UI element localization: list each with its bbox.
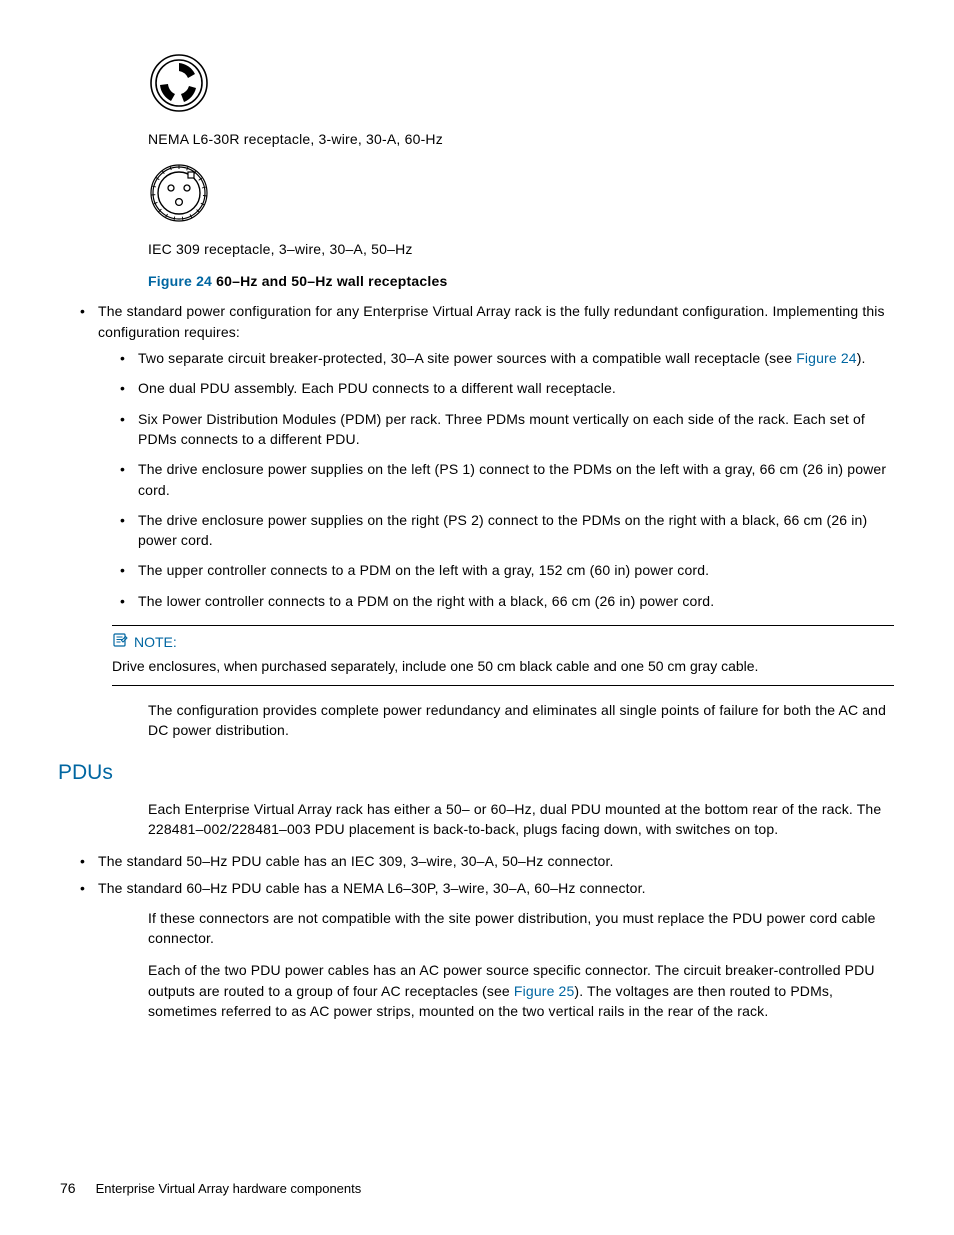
- nema-l6-30r-receptacle-icon: [148, 52, 210, 114]
- note-body: Drive enclosures, when purchased separat…: [112, 656, 894, 676]
- list-item: Six Power Distribution Modules (PDM) per…: [120, 409, 894, 450]
- document-page: NEMA L6-30R receptacle, 3-wire, 30-A, 60…: [0, 0, 954, 1235]
- list-item-text-post: ).: [857, 350, 866, 366]
- iec-caption: IEC 309 receptacle, 3–wire, 30–A, 50–Hz: [148, 239, 894, 259]
- note-block: NOTE: Drive enclosures, when purchased s…: [112, 625, 894, 686]
- list-item: One dual PDU assembly. Each PDU connects…: [120, 378, 894, 398]
- list-item-text: The standard 60–Hz PDU cable has a NEMA …: [98, 880, 646, 896]
- page-number: 76: [60, 1178, 76, 1198]
- note-header: NOTE:: [112, 632, 894, 652]
- figure-24-title: Figure 24 60–Hz and 50–Hz wall receptacl…: [148, 271, 894, 291]
- iec-309-receptacle-icon: [148, 162, 210, 224]
- list-item: The drive enclosure power supplies on th…: [120, 459, 894, 500]
- note-icon: [112, 632, 128, 652]
- list-item-text: The lower controller connects to a PDM o…: [138, 593, 714, 609]
- list-item: The drive enclosure power supplies on th…: [120, 510, 894, 551]
- nema-caption: NEMA L6-30R receptacle, 3-wire, 30-A, 60…: [148, 129, 894, 149]
- pdus-para-1: Each Enterprise Virtual Array rack has e…: [148, 799, 894, 840]
- pdus-heading: PDUs: [58, 758, 894, 788]
- list-item-text: Two separate circuit breaker-protected, …: [138, 350, 796, 366]
- pdus-para-2: If these connectors are not compatible w…: [148, 908, 894, 949]
- list-item: The standard 50–Hz PDU cable has an IEC …: [80, 851, 894, 871]
- list-item: The standard 60–Hz PDU cable has a NEMA …: [80, 878, 894, 898]
- list-item-text: The drive enclosure power supplies on th…: [138, 512, 867, 548]
- nema-receptacle-figure: [148, 52, 894, 119]
- list-item: The upper controller connects to a PDM o…: [120, 560, 894, 580]
- list-item-text: The standard 50–Hz PDU cable has an IEC …: [98, 853, 614, 869]
- post-note-paragraph: The configuration provides complete powe…: [148, 700, 894, 741]
- list-item-text: One dual PDU assembly. Each PDU connects…: [138, 380, 616, 396]
- pdus-bullet-list: The standard 50–Hz PDU cable has an IEC …: [60, 851, 894, 898]
- footer-title: Enterprise Virtual Array hardware compon…: [96, 1180, 362, 1199]
- list-item-text: Six Power Distribution Modules (PDM) per…: [138, 411, 865, 447]
- list-item: The lower controller connects to a PDM o…: [120, 591, 894, 611]
- figure-24-label: Figure 24: [148, 273, 212, 289]
- main-bullet-list: The standard power configuration for any…: [60, 301, 894, 611]
- list-item-text: The drive enclosure power supplies on th…: [138, 461, 886, 497]
- page-footer: 76 Enterprise Virtual Array hardware com…: [60, 1178, 361, 1199]
- pdus-para-3: Each of the two PDU power cables has an …: [148, 960, 894, 1021]
- figure-25-link[interactable]: Figure 25: [514, 983, 575, 999]
- figure-24-link[interactable]: Figure 24: [796, 350, 857, 366]
- list-item: Two separate circuit breaker-protected, …: [120, 348, 894, 368]
- list-item-text: The standard power configuration for any…: [98, 303, 885, 339]
- list-item: The standard power configuration for any…: [80, 301, 894, 611]
- list-item-text: The upper controller connects to a PDM o…: [138, 562, 709, 578]
- sub-bullet-list: Two separate circuit breaker-protected, …: [98, 348, 894, 611]
- iec-receptacle-figure: [148, 162, 894, 229]
- note-label: NOTE:: [134, 632, 177, 652]
- figure-24-rest: 60–Hz and 50–Hz wall receptacles: [212, 273, 447, 289]
